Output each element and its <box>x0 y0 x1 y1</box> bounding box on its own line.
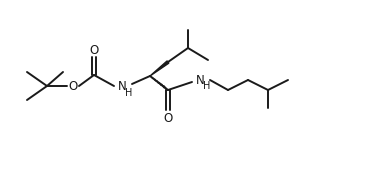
Text: N: N <box>118 80 126 94</box>
Text: N: N <box>196 73 204 87</box>
Text: H: H <box>203 81 211 91</box>
Text: H: H <box>125 88 133 98</box>
Polygon shape <box>150 61 169 76</box>
Text: O: O <box>89 44 99 56</box>
Text: O: O <box>68 79 78 93</box>
Text: O: O <box>163 111 173 125</box>
